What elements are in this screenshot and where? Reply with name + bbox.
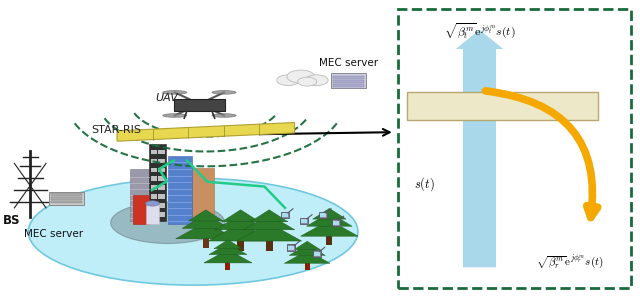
Bar bbox=[225, 262, 230, 270]
Bar bbox=[287, 244, 296, 251]
Bar bbox=[150, 150, 157, 154]
Bar bbox=[407, 92, 598, 120]
Bar bbox=[51, 197, 81, 200]
Ellipse shape bbox=[111, 202, 225, 244]
Bar bbox=[150, 203, 157, 208]
Bar bbox=[319, 212, 327, 218]
Bar bbox=[398, 9, 631, 288]
Polygon shape bbox=[204, 249, 252, 263]
Bar bbox=[150, 212, 157, 217]
Polygon shape bbox=[284, 251, 330, 263]
Bar bbox=[333, 80, 364, 83]
Text: MEC server: MEC server bbox=[24, 229, 83, 239]
Bar bbox=[51, 201, 81, 203]
Text: UAV: UAV bbox=[155, 93, 178, 103]
Polygon shape bbox=[289, 245, 325, 255]
FancyArrow shape bbox=[456, 30, 503, 267]
Text: MEC server: MEC server bbox=[319, 58, 379, 68]
Bar bbox=[289, 246, 294, 250]
Polygon shape bbox=[313, 208, 346, 219]
Bar bbox=[133, 195, 148, 224]
Ellipse shape bbox=[28, 178, 358, 285]
Bar bbox=[49, 192, 84, 205]
Bar bbox=[150, 176, 157, 181]
Bar bbox=[158, 168, 164, 172]
Bar bbox=[333, 84, 364, 87]
Polygon shape bbox=[214, 240, 242, 249]
Bar bbox=[314, 252, 319, 256]
Bar bbox=[148, 144, 166, 221]
Bar bbox=[158, 203, 164, 208]
Bar bbox=[168, 156, 192, 224]
Bar bbox=[158, 159, 164, 163]
Bar bbox=[158, 212, 164, 217]
Bar bbox=[332, 219, 340, 226]
Bar bbox=[158, 194, 164, 199]
Polygon shape bbox=[300, 220, 358, 236]
Bar bbox=[266, 240, 273, 251]
Bar bbox=[192, 168, 214, 224]
Ellipse shape bbox=[212, 91, 236, 94]
Bar bbox=[305, 263, 310, 270]
Text: BS: BS bbox=[3, 214, 20, 227]
Bar bbox=[158, 176, 164, 181]
Bar bbox=[332, 73, 366, 88]
Bar bbox=[150, 159, 157, 163]
Ellipse shape bbox=[163, 114, 187, 117]
Bar bbox=[300, 218, 308, 224]
Bar bbox=[158, 185, 164, 190]
Polygon shape bbox=[117, 122, 294, 141]
Bar bbox=[326, 235, 332, 245]
Circle shape bbox=[298, 77, 317, 86]
Ellipse shape bbox=[212, 114, 236, 117]
Polygon shape bbox=[294, 241, 321, 250]
Polygon shape bbox=[188, 210, 223, 221]
Text: STAR-RIS: STAR-RIS bbox=[92, 125, 141, 135]
Polygon shape bbox=[237, 223, 301, 241]
Bar bbox=[158, 150, 164, 154]
Bar bbox=[301, 219, 307, 223]
Bar bbox=[333, 76, 364, 79]
Polygon shape bbox=[250, 210, 288, 222]
Polygon shape bbox=[208, 223, 273, 241]
Polygon shape bbox=[222, 210, 259, 222]
Polygon shape bbox=[175, 222, 236, 239]
Bar bbox=[150, 185, 157, 190]
Ellipse shape bbox=[145, 201, 159, 206]
Bar bbox=[281, 212, 289, 218]
Bar bbox=[150, 194, 157, 199]
Polygon shape bbox=[215, 214, 266, 230]
Polygon shape bbox=[243, 214, 295, 230]
Circle shape bbox=[305, 75, 328, 86]
Bar bbox=[174, 99, 225, 111]
Bar bbox=[312, 250, 321, 257]
Polygon shape bbox=[182, 214, 230, 228]
Bar bbox=[150, 168, 157, 172]
Bar bbox=[333, 221, 339, 225]
Bar bbox=[237, 240, 244, 251]
Bar bbox=[145, 203, 159, 224]
Bar bbox=[51, 193, 81, 196]
Circle shape bbox=[276, 75, 300, 86]
Bar bbox=[282, 213, 288, 217]
Polygon shape bbox=[307, 213, 352, 226]
Text: $s(t)$: $s(t)$ bbox=[413, 175, 435, 193]
Polygon shape bbox=[209, 243, 247, 255]
Text: $\sqrt{\beta_r^m}\mathrm{e}^{j\phi_r^m}s(t)$: $\sqrt{\beta_r^m}\mathrm{e}^{j\phi_r^m}s… bbox=[536, 253, 603, 270]
Ellipse shape bbox=[163, 91, 187, 94]
Bar bbox=[203, 238, 209, 248]
Bar bbox=[320, 213, 326, 217]
Bar bbox=[130, 169, 150, 221]
Circle shape bbox=[287, 70, 315, 83]
Text: $\sqrt{\beta_t^m}\mathrm{e}^{j\phi_t^m}s(t)$: $\sqrt{\beta_t^m}\mathrm{e}^{j\phi_t^m}s… bbox=[444, 21, 515, 40]
